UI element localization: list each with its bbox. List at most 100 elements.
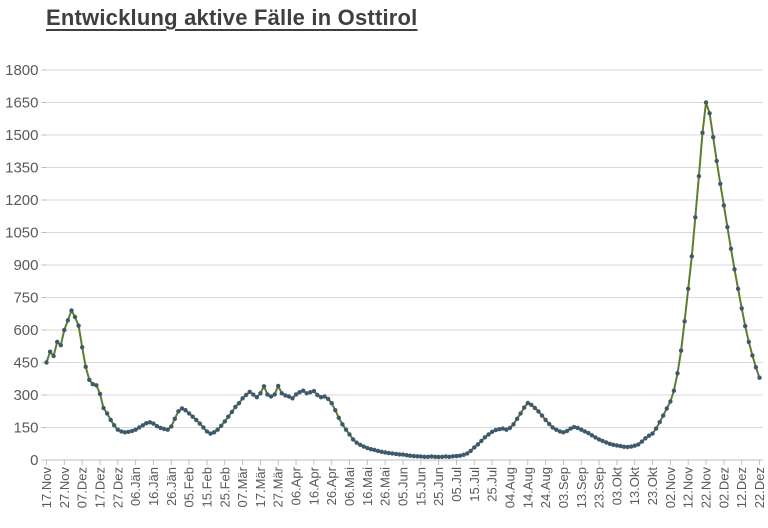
data-point-marker xyxy=(557,429,563,434)
data-point-marker xyxy=(561,430,566,435)
data-point-marker xyxy=(354,440,359,445)
y-axis-tick-label: 300 xyxy=(13,387,38,404)
data-point-marker xyxy=(350,437,356,442)
data-point-marker xyxy=(671,388,677,393)
data-point-marker xyxy=(536,409,541,414)
x-axis-tick-label: 07.Mär xyxy=(235,466,250,507)
y-axis-tick-label: 1650 xyxy=(5,95,38,112)
data-point-marker xyxy=(76,323,81,328)
data-point-marker xyxy=(611,442,616,447)
data-point-marker xyxy=(55,339,60,345)
data-point-marker xyxy=(233,404,238,410)
data-point-marker xyxy=(465,451,470,456)
x-axis-tick-label: 16.Apr xyxy=(306,466,321,505)
data-point-marker xyxy=(336,415,341,420)
x-axis-tick-label: 24.Aug xyxy=(538,467,553,508)
data-point-marker xyxy=(436,454,441,460)
data-point-marker xyxy=(151,421,156,426)
data-point-marker xyxy=(97,391,103,397)
data-point-marker xyxy=(668,399,673,404)
data-point-marker xyxy=(568,426,573,431)
data-point-marker xyxy=(579,427,584,432)
data-point-marker xyxy=(432,454,438,459)
data-point-marker xyxy=(582,429,587,434)
data-point-marker xyxy=(607,441,612,446)
data-point-marker xyxy=(678,348,684,353)
data-point-marker xyxy=(58,343,63,348)
data-point-marker xyxy=(575,425,580,431)
data-point-marker xyxy=(276,383,281,389)
data-point-marker xyxy=(447,454,452,459)
data-point-marker xyxy=(211,430,217,435)
data-point-marker xyxy=(365,445,370,451)
data-point-marker xyxy=(393,451,399,457)
data-point-marker xyxy=(468,448,473,454)
data-point-marker xyxy=(69,308,74,313)
data-point-marker xyxy=(507,425,513,431)
data-point-marker xyxy=(440,454,445,459)
data-point-marker xyxy=(593,435,598,440)
y-axis-tick-label: 1500 xyxy=(5,127,38,144)
data-point-marker xyxy=(718,181,723,186)
data-point-marker xyxy=(696,174,702,179)
data-point-marker xyxy=(304,391,309,396)
data-point-marker xyxy=(504,427,509,432)
data-point-marker xyxy=(293,392,299,397)
data-point-marker xyxy=(646,433,652,438)
data-point-marker xyxy=(596,437,602,442)
data-point-marker xyxy=(700,130,705,135)
data-point-marker xyxy=(443,454,448,459)
data-point-marker xyxy=(247,389,252,394)
data-point-marker xyxy=(236,401,242,406)
data-point-marker xyxy=(340,422,345,427)
data-point-marker xyxy=(268,394,274,399)
data-point-marker xyxy=(404,453,409,458)
data-point-marker xyxy=(322,394,327,399)
data-point-marker xyxy=(493,427,498,433)
data-point-marker xyxy=(689,254,694,259)
data-point-marker xyxy=(119,429,124,434)
x-axis-tick-label: 07.Dez xyxy=(75,467,90,508)
data-point-marker xyxy=(550,425,555,430)
y-axis-tick-label: 750 xyxy=(13,290,38,307)
data-point-marker xyxy=(62,327,67,333)
data-point-marker xyxy=(746,339,751,345)
x-axis-tick-label: 27.Mär xyxy=(271,466,286,507)
data-point-marker xyxy=(72,314,78,320)
data-point-marker xyxy=(94,383,99,388)
data-point-marker xyxy=(112,423,117,428)
x-axis-tick-label: 15.Jul xyxy=(467,467,482,502)
data-point-marker xyxy=(554,427,559,432)
data-point-marker xyxy=(333,408,338,413)
data-point-marker xyxy=(757,375,762,380)
data-point-marker xyxy=(422,454,427,459)
data-point-marker xyxy=(208,431,213,436)
data-point-marker xyxy=(525,400,530,406)
data-point-marker xyxy=(621,444,627,449)
data-point-marker xyxy=(632,443,637,448)
data-point-marker xyxy=(325,396,331,402)
data-point-marker xyxy=(732,267,737,272)
data-point-marker xyxy=(222,419,227,424)
data-point-marker xyxy=(90,382,96,387)
data-point-marker xyxy=(415,454,420,459)
data-point-marker xyxy=(639,439,645,444)
data-point-marker xyxy=(486,432,491,437)
data-point-marker xyxy=(586,430,591,436)
data-point-marker xyxy=(47,349,53,354)
data-point-marker xyxy=(286,394,292,399)
data-point-marker xyxy=(179,406,185,411)
data-point-marker xyxy=(383,450,388,455)
x-axis-tick-label: 14.Aug xyxy=(520,467,535,508)
x-axis-tick-label: 12.Dez xyxy=(734,467,749,508)
data-point-marker xyxy=(375,448,381,454)
data-point-marker xyxy=(522,405,527,410)
data-point-marker xyxy=(315,392,320,398)
data-point-marker xyxy=(457,453,463,458)
data-point-marker xyxy=(721,203,727,208)
data-point-marker xyxy=(653,426,659,431)
x-axis-tick-label: 03.Okt xyxy=(609,467,624,506)
data-point-marker xyxy=(368,447,374,452)
data-point-marker xyxy=(664,406,669,411)
